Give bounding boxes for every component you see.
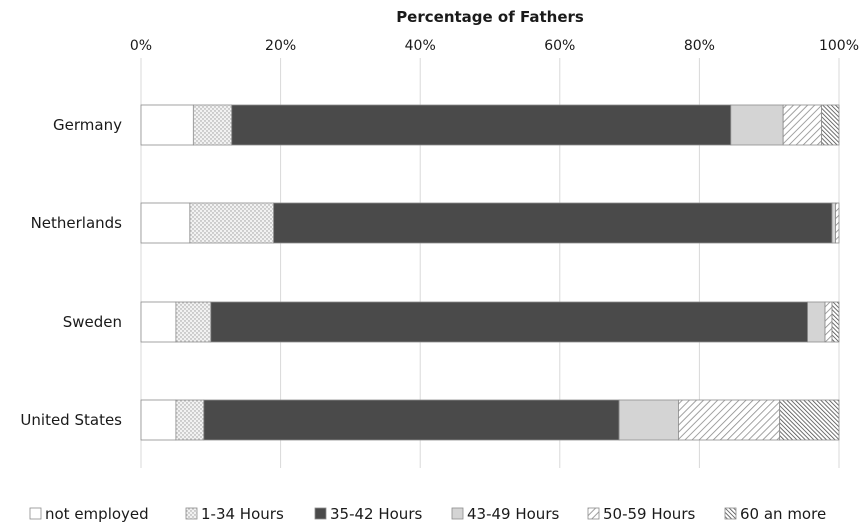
bar-germany-not-employed (140, 104, 194, 146)
legend-label: not employed (45, 505, 149, 523)
bar-germany-50-59-hours (782, 104, 822, 146)
legend-swatch-50-59-hours (587, 507, 600, 520)
bar-germany-1-34-hours (192, 104, 233, 146)
legend: not employed 1-34 Hours 35-42 Hours 43-49 H… (29, 505, 826, 523)
bar-germany-35-42-hours (231, 104, 732, 146)
bar-united-states-60-an-more (779, 399, 840, 441)
bar-netherlands-50-59-hours (835, 202, 840, 244)
legend-label: 35-42 Hours (330, 505, 422, 523)
bar-united-states-not-employed (140, 399, 177, 441)
x-axis-title: Percentage of Fathers (396, 8, 584, 26)
bar-netherlands-35-42-hours (273, 202, 833, 244)
legend-swatch-35-42-hours (314, 507, 327, 520)
bar-sweden-35-42-hours (210, 301, 808, 343)
x-tick-label: 80% (684, 38, 715, 54)
bar-netherlands-1-34-hours (189, 202, 275, 244)
bar-netherlands-43-49-hours (831, 202, 836, 244)
legend-swatch-43-49-hours (451, 507, 464, 520)
x-tick-label: 100% (819, 38, 859, 54)
bar-united-states-50-59-hours (678, 399, 781, 441)
category-label: Netherlands (31, 214, 123, 232)
x-tick-label: 40% (405, 38, 436, 54)
legend-swatch-60-an-more (724, 507, 737, 520)
bar-germany-60-an-more (821, 104, 840, 146)
x-tick-label: 0% (130, 38, 152, 54)
bar-united-states-43-49-hours (618, 399, 679, 441)
bar-netherlands-not-employed (140, 202, 191, 244)
x-tick-labels: 0% 20% 40% 60% 80% 100% (130, 38, 859, 54)
category-label: United States (20, 411, 122, 429)
bar-united-states-35-42-hours (203, 399, 620, 441)
legend-swatch-1-34-hours (185, 507, 198, 520)
category-label: Sweden (63, 313, 122, 331)
bar-series (140, 104, 840, 441)
legend-label: 43-49 Hours (467, 505, 559, 523)
x-tick-label: 60% (544, 38, 575, 54)
legend-swatch-not-employed (29, 507, 42, 520)
legend-label: 60 an more (740, 505, 826, 523)
bar-united-states-1-34-hours (175, 399, 205, 441)
bar-sweden-43-49-hours (807, 301, 826, 343)
bar-sweden-1-34-hours (175, 301, 212, 343)
bar-germany-43-49-hours (730, 104, 784, 146)
legend-label: 50-59 Hours (603, 505, 695, 523)
bar-sweden-not-employed (140, 301, 177, 343)
bar-sweden-50-59-hours (824, 301, 833, 343)
x-tick-label: 20% (265, 38, 296, 54)
category-label: Germany (53, 116, 122, 134)
bar-sweden-60-an-more (831, 301, 840, 343)
legend-label: 1-34 Hours (201, 505, 284, 523)
category-labels: Germany Netherlands Sweden United States (20, 116, 122, 429)
